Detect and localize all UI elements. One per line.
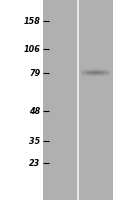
Text: 23: 23 — [29, 158, 40, 168]
Text: 106: 106 — [23, 45, 40, 53]
Bar — [76, 0, 78, 200]
Text: 79: 79 — [29, 68, 40, 77]
Text: 48: 48 — [29, 106, 40, 116]
Text: 35: 35 — [29, 136, 40, 146]
Bar — [43, 0, 113, 200]
Text: 158: 158 — [23, 17, 40, 25]
